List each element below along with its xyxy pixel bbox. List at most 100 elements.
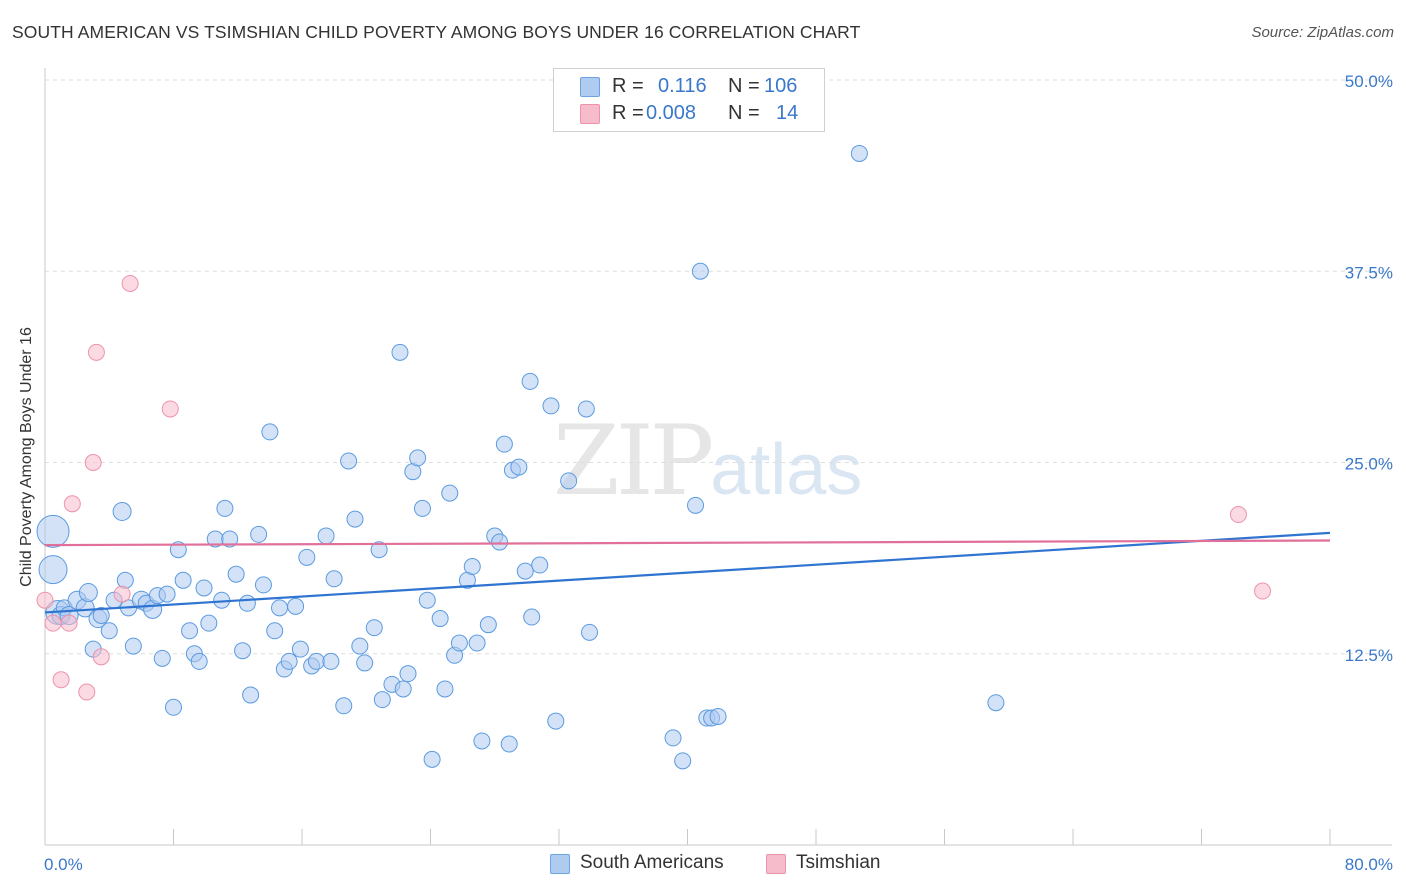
point-south-americans <box>351 637 369 655</box>
chart-title: SOUTH AMERICAN VS TSIMSHIAN CHILD POVERT… <box>12 22 861 42</box>
watermark-atlas: atlas <box>710 430 863 510</box>
point-south-americans <box>158 585 176 603</box>
point-south-americans <box>181 622 199 640</box>
bottom-legend-swatch-pink <box>766 854 786 874</box>
point-south-americans <box>242 686 260 704</box>
point-south-americans <box>322 652 340 670</box>
point-south-americans <box>510 458 528 476</box>
point-south-americans <box>370 541 388 559</box>
tick-labels: 12.5% 25.0% 37.5% 50.0% 0.0% 80.0% <box>44 72 1393 874</box>
point-south-americans <box>92 607 110 624</box>
point-south-americans <box>100 622 118 640</box>
point-south-americans <box>124 637 142 655</box>
point-south-americans <box>547 712 565 730</box>
point-south-americans <box>394 680 412 698</box>
point-south-americans <box>491 533 509 551</box>
point-south-americans <box>987 694 1005 712</box>
point-south-americans <box>221 530 239 548</box>
legend-swatch-pink <box>580 104 600 124</box>
legend-r-value: 0.008 <box>646 102 697 124</box>
point-south-americans <box>335 697 353 715</box>
point-south-americans <box>307 652 325 670</box>
point-south-americans <box>116 571 134 589</box>
point-south-americans <box>153 649 171 667</box>
point-south-americans <box>200 614 218 632</box>
point-south-americans <box>346 510 364 528</box>
y-tick-label: 37.5% <box>1345 263 1393 282</box>
point-south-americans <box>431 610 449 628</box>
y-tick-label: 12.5% <box>1345 646 1393 665</box>
legend-n-value: 14 <box>776 102 799 124</box>
point-south-americans <box>581 623 599 641</box>
point-south-americans <box>542 397 560 415</box>
point-south-americans <box>291 640 309 658</box>
point-south-americans <box>441 484 459 502</box>
point-south-americans <box>238 594 256 612</box>
point-tsimshian <box>161 400 179 418</box>
grid-lines <box>45 79 1392 655</box>
point-south-americans <box>409 449 427 467</box>
axes <box>44 68 1392 846</box>
point-south-americans <box>468 634 486 652</box>
legend-n-value: 106 <box>764 75 798 97</box>
x-tick-label: 80.0% <box>1345 855 1393 874</box>
point-south-americans <box>521 372 539 390</box>
point-south-americans <box>271 599 289 617</box>
point-south-americans <box>317 527 335 545</box>
point-tsimshian <box>52 671 70 689</box>
point-south-americans <box>234 642 252 660</box>
point-south-americans <box>500 735 518 753</box>
legend-n-label: N = <box>728 75 760 97</box>
point-south-americans <box>463 558 481 576</box>
legend-r-value: 0.116 <box>658 75 707 97</box>
legend-r-label: R = <box>612 102 644 124</box>
point-south-americans <box>287 597 305 615</box>
point-south-americans <box>340 452 358 470</box>
bottom-legend-label: Tsimshian <box>796 852 881 873</box>
source-credit: Source: ZipAtlas.com <box>1251 24 1394 41</box>
point-south-americans <box>227 565 245 583</box>
point-south-americans <box>280 652 298 670</box>
point-south-americans <box>38 555 68 585</box>
point-south-americans <box>254 576 272 594</box>
point-south-americans <box>531 556 549 574</box>
legend-swatch-blue <box>580 77 600 97</box>
bottom-legend-label: South Americans <box>580 852 724 873</box>
point-south-americans <box>413 499 431 517</box>
point-tsimshian <box>78 683 96 701</box>
point-south-americans <box>423 750 441 768</box>
point-south-americans <box>365 619 383 637</box>
point-tsimshian <box>60 614 78 632</box>
y-tick-label: 50.0% <box>1345 72 1393 91</box>
point-tsimshian <box>92 648 110 666</box>
trend-lines <box>44 531 1331 614</box>
point-south-americans <box>298 548 316 566</box>
point-south-americans <box>250 525 268 543</box>
point-south-americans <box>850 144 868 162</box>
point-south-americans <box>479 616 497 634</box>
point-south-americans <box>373 691 391 709</box>
point-south-americans <box>36 514 70 548</box>
x-tick-label: 0.0% <box>44 855 83 874</box>
legend-n-label: N = <box>728 102 760 124</box>
point-south-americans <box>190 652 208 670</box>
point-tsimshian <box>121 274 139 292</box>
point-south-americans <box>691 262 709 280</box>
point-south-americans <box>418 591 436 609</box>
point-tsimshian <box>113 585 131 603</box>
point-south-americans <box>577 400 595 418</box>
correlation-legend: R = 0.116 N = 106 R = 0.008 N = 14 <box>553 68 825 132</box>
watermark: ZIPatlas <box>553 405 862 517</box>
point-tsimshian <box>87 343 105 361</box>
point-south-americans <box>674 752 692 770</box>
point-south-americans <box>399 665 417 683</box>
point-south-americans <box>261 423 279 441</box>
point-south-americans <box>687 496 705 514</box>
trend-line-south-americans <box>44 531 1331 614</box>
legend-r-label: R = <box>612 75 644 97</box>
point-tsimshian <box>1254 582 1272 600</box>
point-tsimshian <box>36 591 54 609</box>
point-south-americans <box>266 622 284 640</box>
point-south-americans <box>78 583 98 603</box>
